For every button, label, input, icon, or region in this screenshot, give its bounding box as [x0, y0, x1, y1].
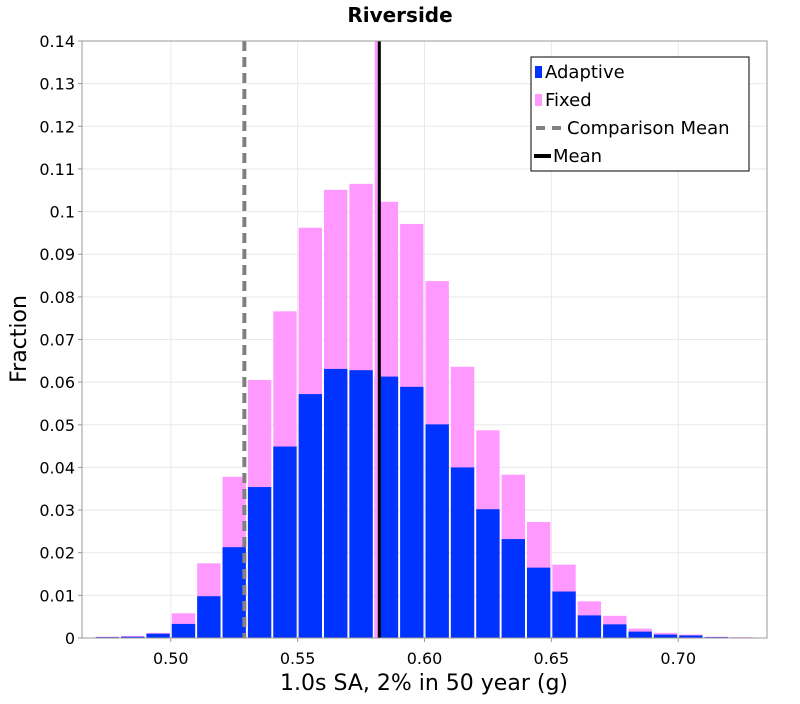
legend-swatch-fixed [535, 94, 542, 106]
adaptive-bar [578, 615, 601, 638]
y-tick-label: 0.1 [50, 203, 75, 222]
adaptive-bar [603, 624, 626, 638]
legend-label-mean: Mean [553, 146, 602, 167]
adaptive-bar [628, 632, 651, 638]
legend: Adaptive Fixed Comparison Mean Mean [531, 57, 749, 171]
x-axis-label: 1.0s SA, 2% in 50 year (g) [280, 671, 568, 696]
y-tick-label: 0.12 [39, 117, 75, 136]
legend-swatch-adaptive [535, 66, 542, 78]
x-tick-label: 0.65 [534, 649, 570, 668]
y-tick-label: 0.13 [39, 75, 75, 94]
adaptive-bar [172, 624, 195, 638]
y-tick-label: 0.14 [39, 32, 75, 51]
y-tick-label: 0 [65, 629, 75, 648]
adaptive-bar [146, 634, 169, 638]
x-tick-label: 0.70 [660, 649, 696, 668]
adaptive-bar [476, 509, 499, 638]
adaptive-bar [273, 447, 296, 638]
y-tick-label: 0.11 [39, 160, 75, 179]
adaptive-bar [552, 592, 575, 638]
adaptive-bar [299, 394, 322, 638]
y-tick-label: 0.05 [39, 416, 75, 435]
chart-title: Riverside [347, 3, 452, 27]
adaptive-bar [451, 467, 474, 638]
adaptive-bar [527, 568, 550, 638]
y-axis: 0 0.01 0.02 0.03 0.04 0.05 0.06 0.07 0.08 0.09 0.1… [39, 32, 82, 648]
adaptive-bar [400, 387, 423, 638]
legend-label-comparison-mean: Comparison Mean [567, 118, 730, 139]
adaptive-bar [248, 487, 271, 638]
adaptive-bar [197, 596, 220, 638]
y-axis-label: Fraction [7, 295, 32, 383]
adaptive-bar [654, 635, 677, 638]
adaptive-bar [324, 369, 347, 638]
x-tick-label: 0.60 [407, 649, 443, 668]
legend-label-fixed: Fixed [545, 90, 592, 111]
y-tick-label: 0.04 [39, 458, 75, 477]
x-tick-label: 0.55 [280, 649, 316, 668]
y-tick-label: 0.01 [39, 586, 75, 605]
y-tick-label: 0.03 [39, 501, 75, 520]
adaptive-bar [502, 539, 525, 638]
y-tick-label: 0.09 [39, 245, 75, 264]
x-axis: 0.50 0.55 0.60 0.65 0.70 [153, 638, 696, 668]
y-tick-label: 0.06 [39, 373, 75, 392]
y-tick-label: 0.07 [39, 331, 75, 350]
y-tick-label: 0.02 [39, 544, 75, 563]
x-tick-label: 0.50 [153, 649, 189, 668]
legend-label-adaptive: Adaptive [545, 62, 625, 83]
adaptive-bar [349, 370, 372, 638]
y-tick-label: 0.08 [39, 288, 75, 307]
adaptive-bar [426, 424, 449, 638]
